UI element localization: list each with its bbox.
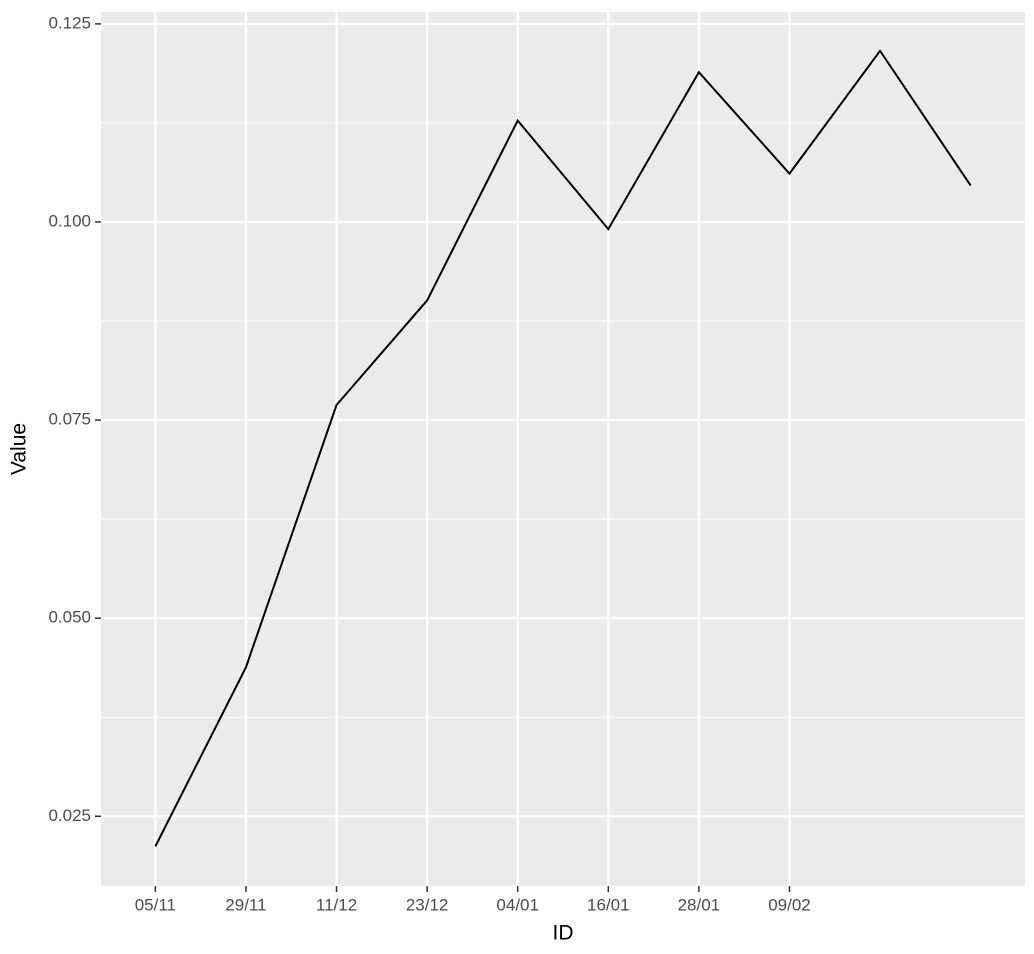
y-tick-label: 0.075	[48, 410, 91, 429]
x-axis-title: ID	[553, 922, 574, 945]
x-tick-label: 11/12	[316, 895, 357, 914]
y-tick-label: 0.050	[48, 608, 91, 627]
x-tick-label: 28/01	[678, 895, 721, 914]
x-tick-label: 04/01	[496, 895, 539, 914]
x-tick-label: 23/12	[406, 895, 449, 914]
y-tick-label: 0.100	[48, 211, 91, 230]
y-tick-label: 0.025	[48, 806, 91, 825]
y-axis-title: Value	[8, 423, 31, 475]
y-tick-label: 0.125	[48, 13, 91, 32]
panel	[101, 12, 1025, 886]
line	[154, 49, 972, 847]
x-tick-label: 05/11	[135, 895, 176, 914]
x-tick-label: 29/11	[225, 895, 266, 914]
x-tick-label: 09/02	[768, 895, 811, 914]
x-tick-label: 16/01	[587, 895, 630, 914]
